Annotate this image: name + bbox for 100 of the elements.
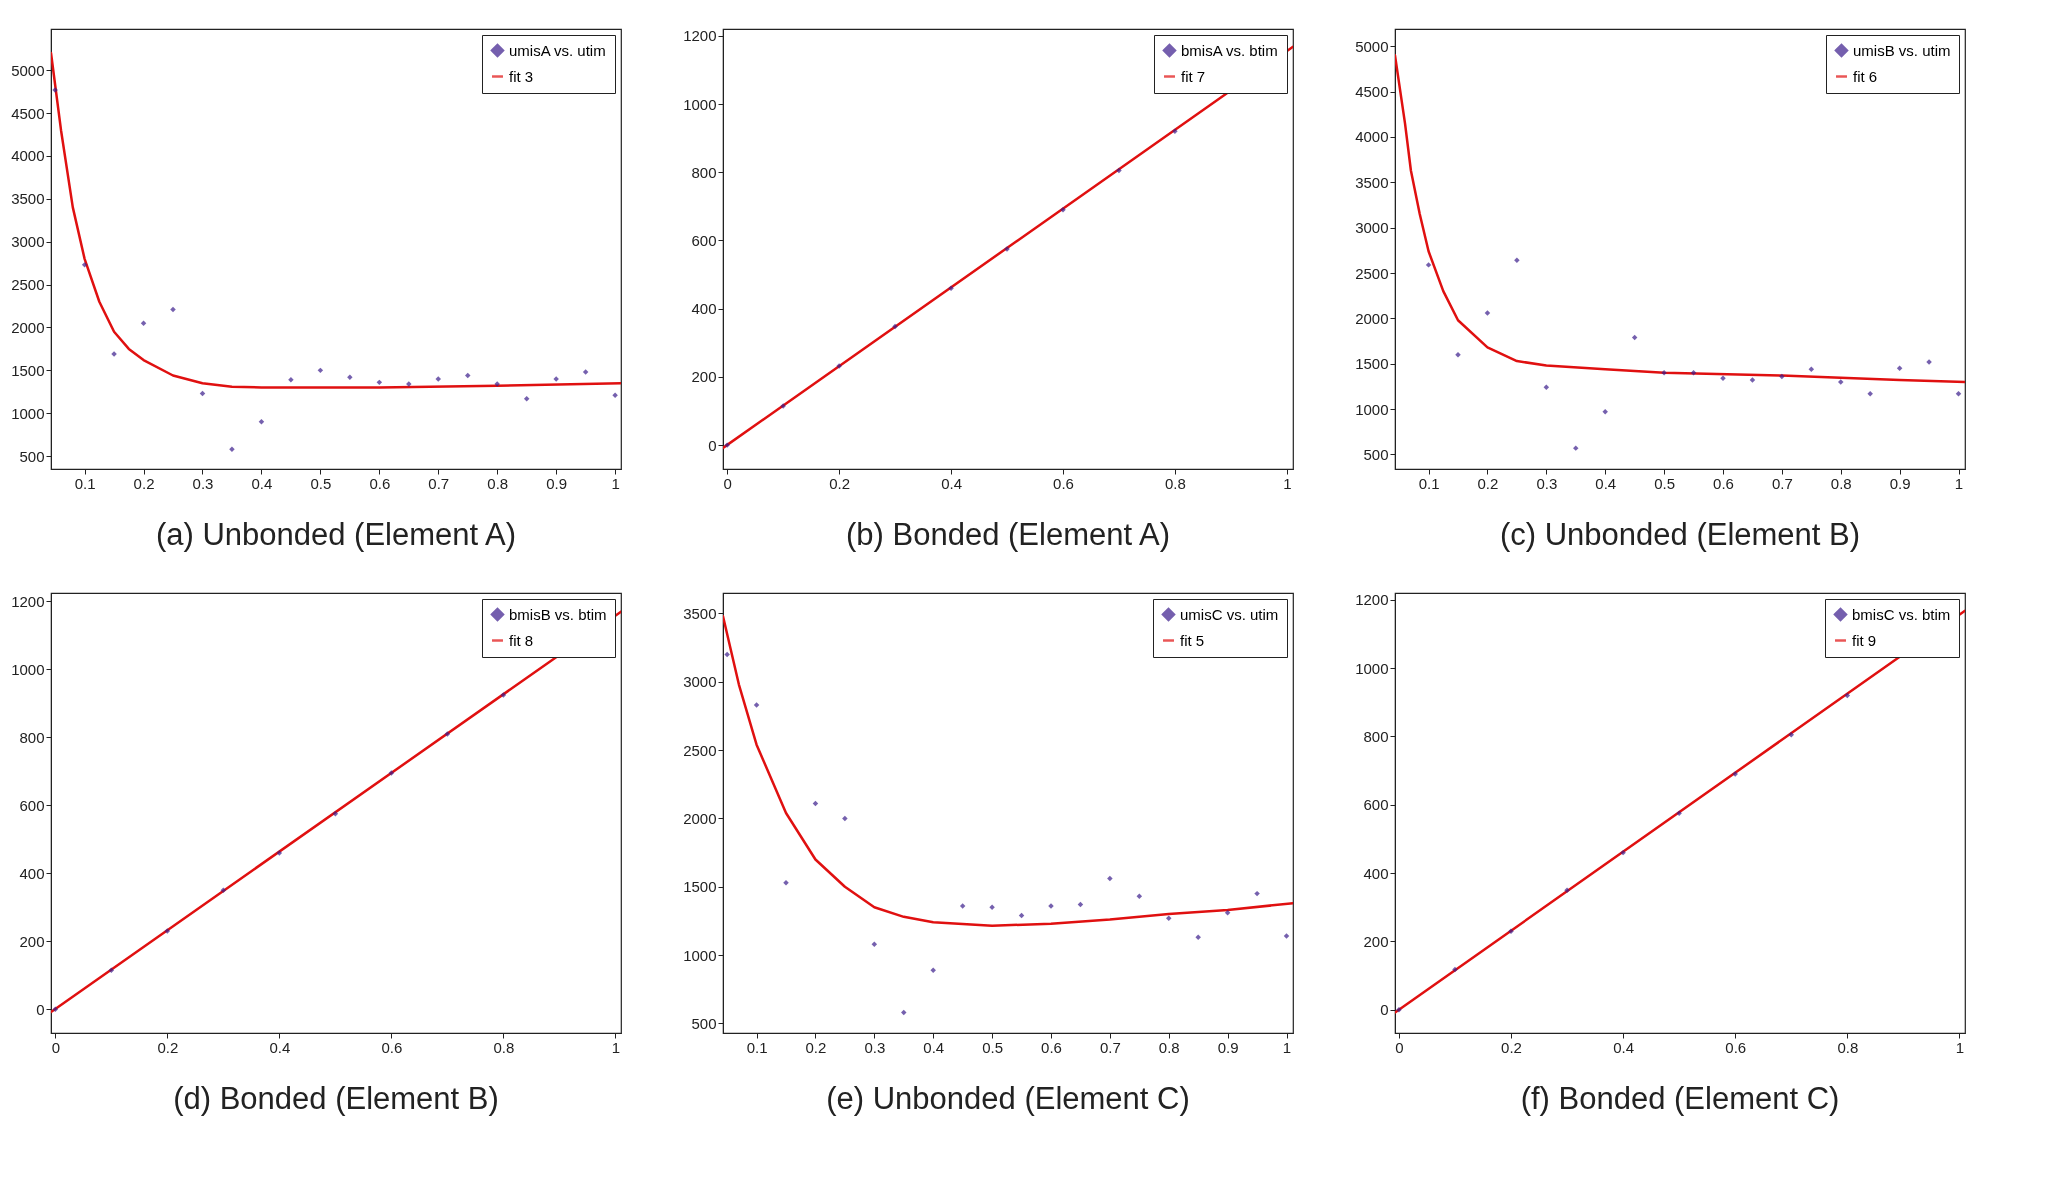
point: [1166, 915, 1172, 921]
point: [170, 306, 176, 313]
point: [1172, 128, 1178, 135]
x-tick-label: 0.6: [1041, 1038, 1062, 1056]
y-tick-label: 800: [1363, 727, 1389, 745]
point: [1195, 934, 1201, 941]
y-tick-label: 500: [19, 447, 45, 465]
y-tick-label: 500: [1363, 445, 1389, 463]
point: [388, 770, 395, 776]
y-tick-label: 3000: [1355, 219, 1389, 237]
point: [1779, 373, 1785, 380]
y-tick-label: 600: [1363, 796, 1389, 814]
x-tick-label: 0.7: [1771, 474, 1793, 492]
x-tick-label: 0.8: [487, 474, 509, 492]
y-tick-label: 3500: [683, 605, 717, 622]
x-tick-label: 0.9: [1217, 1038, 1239, 1056]
point: [52, 1006, 59, 1012]
y-tick-label: 200: [691, 368, 717, 386]
point: [989, 904, 995, 911]
x-tick-label: 0.7: [1099, 1038, 1121, 1056]
point: [317, 367, 324, 374]
x-tick-label: 0.4: [1595, 474, 1617, 492]
point: [1620, 849, 1626, 856]
point: [1690, 370, 1697, 376]
legend-label: umisB vs. utim: [1853, 41, 1951, 59]
point: [1676, 810, 1682, 817]
y-tick-label: 2500: [11, 276, 45, 294]
point: [959, 903, 966, 909]
y-tick-label: 4000: [11, 147, 45, 165]
y-tick-label: 600: [19, 796, 45, 814]
x-tick-label: 0.4: [269, 1038, 291, 1056]
point: [1543, 384, 1550, 391]
x-tick-label: 0.1: [746, 1038, 768, 1056]
point: [780, 403, 786, 409]
legend-label: fit 8: [509, 631, 534, 649]
x-tick-label: 0.6: [369, 474, 391, 492]
text: (c) Unbonded (Element B): [1499, 517, 1861, 552]
y-tick-label: 0: [708, 436, 717, 454]
y-tick-label: 0: [36, 1000, 45, 1018]
legend-label: bmisA vs. btim: [1181, 41, 1278, 59]
text: (e) Unbonded (Element C): [826, 1081, 1190, 1116]
y-tick-label: 3500: [11, 190, 45, 208]
point: [1107, 875, 1113, 882]
x-tick-label: 0.8: [1830, 474, 1852, 492]
legend-label: fit 7: [1181, 67, 1206, 85]
x-tick-label: 0: [723, 474, 732, 492]
text: (f) Bonded (Element C): [1520, 1081, 1840, 1116]
legend-label: bmisC vs. btim: [1852, 605, 1951, 623]
x-tick-label: 0.2: [1501, 1038, 1522, 1056]
y-tick-label: 3000: [683, 673, 717, 691]
point: [1573, 445, 1579, 451]
x-tick-label: 0.8: [1164, 474, 1186, 492]
point: [500, 692, 507, 698]
point: [1396, 1007, 1402, 1013]
x-tick-label: 0.6: [1053, 474, 1074, 492]
point: [220, 887, 227, 894]
y-tick-label: 500: [691, 1014, 717, 1032]
point: [444, 731, 451, 737]
x-tick-label: 0.6: [1725, 1038, 1747, 1056]
point: [1452, 966, 1458, 973]
point: [406, 381, 412, 387]
point: [1060, 207, 1066, 213]
point: [347, 374, 353, 380]
point: [1425, 262, 1432, 268]
x-tick-label: 1: [611, 474, 620, 492]
y-tick-label: 400: [19, 864, 45, 882]
y-tick-label: 4500: [11, 104, 45, 122]
x-tick-label: 0.2: [805, 1038, 827, 1056]
y-tick-label: 400: [691, 300, 717, 318]
x-tick-label: 0.4: [1613, 1038, 1635, 1056]
x-tick-label: 0.2: [157, 1038, 179, 1056]
x-tick-label: 0.2: [133, 474, 155, 492]
point: [1896, 365, 1903, 372]
legend-label: fit 9: [1852, 631, 1877, 649]
point: [1720, 375, 1726, 382]
x-tick-label: 0.5: [310, 474, 332, 492]
text: (a) Unbonded (Element A): [155, 517, 517, 552]
y-tick-label: 1200: [1355, 591, 1389, 609]
point: [1808, 366, 1815, 372]
y-tick-label: 1000: [683, 95, 717, 113]
y-tick-label: 1500: [11, 361, 45, 379]
x-tick-label: 0.2: [829, 474, 851, 492]
y-tick-label: 3000: [11, 233, 45, 251]
point: [1838, 379, 1844, 385]
legend-label: fit 6: [1853, 67, 1878, 85]
point: [753, 702, 760, 708]
x-tick-label: 1: [1954, 474, 1964, 492]
x-tick-label: 0.7: [428, 474, 450, 492]
y-tick-label: 2000: [1355, 309, 1389, 327]
y-tick-label: 2500: [683, 741, 717, 759]
x-tick-label: 0.5: [1654, 474, 1676, 492]
line-series: [1395, 54, 1965, 384]
point: [1661, 370, 1667, 376]
x-tick-label: 0.5: [982, 1038, 1004, 1056]
legend-label: fit 3: [509, 67, 534, 85]
y-tick-label: 4000: [1355, 128, 1389, 146]
y-tick-label: 1500: [1355, 355, 1389, 373]
x-tick-label: 1: [1283, 474, 1292, 492]
x-tick-label: 0.8: [1158, 1038, 1180, 1056]
text: (b) Bonded (Element A): [846, 517, 1170, 552]
